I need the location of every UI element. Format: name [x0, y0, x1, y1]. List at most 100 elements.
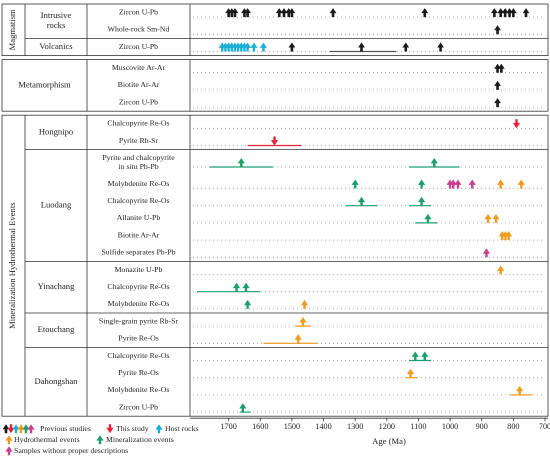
previous-study-marker — [501, 8, 509, 18]
row-marks — [494, 98, 501, 108]
mineralization-marker — [22, 424, 30, 434]
row-marks — [247, 136, 302, 147]
host-marker — [259, 42, 268, 52]
row-label: Zircon U-Pb — [119, 97, 158, 106]
row-marks — [345, 196, 432, 207]
x-tick-label: 1000 — [442, 422, 458, 431]
x-tick-label: 1100 — [410, 422, 426, 431]
previous-study-marker — [2, 424, 10, 434]
hydrothermal-marker — [294, 334, 302, 344]
group-label-line: rocks — [47, 20, 66, 30]
hydrothermal-marker — [5, 435, 13, 445]
row-label: Pyrite Re-Os — [118, 334, 159, 343]
legend-label: Host rocks — [165, 424, 199, 433]
row-label: Chalcopyrite Re-Os — [107, 119, 169, 128]
hydrothermal-marker — [492, 213, 500, 223]
previous-study-marker — [275, 8, 283, 18]
mineralization-marker — [430, 158, 438, 167]
previous-study-marker — [494, 25, 501, 35]
row-label: Molybdenite Re-Os — [108, 385, 170, 394]
group-label: Hongnipo — [39, 126, 73, 136]
row-marks — [494, 25, 501, 35]
row-marks — [218, 42, 444, 53]
host-marker — [237, 42, 245, 52]
x-tick-label: 700 — [539, 422, 550, 431]
row-label-line: in situ Pb-Pb — [118, 162, 158, 171]
row-label: Pyrite Re-Os — [118, 368, 159, 377]
group-label: Metamorphism — [18, 79, 71, 89]
section-label: Mineralization Hydrothermal Events — [7, 202, 17, 329]
previous-study-marker — [497, 8, 505, 18]
previous-study-marker — [494, 80, 501, 90]
x-tick-label: 800 — [507, 422, 519, 431]
hydrothermal-marker — [505, 231, 513, 241]
row-marks — [512, 119, 521, 129]
section-frame — [1, 3, 549, 56]
previous-study-marker — [241, 8, 248, 18]
x-tick-label: 1300 — [347, 422, 363, 431]
row-label: Zircon U-Pb — [119, 402, 158, 411]
group-label: Dahongshan — [35, 376, 79, 386]
mineralization-marker — [418, 179, 426, 189]
previous-study-marker — [288, 8, 296, 18]
group-label: Volcanics — [39, 41, 73, 51]
this-study-marker — [7, 424, 15, 434]
row-marks — [494, 63, 505, 73]
mineralization-marker — [421, 351, 429, 361]
no-desc-marker — [468, 179, 476, 189]
previous-study-marker — [280, 8, 288, 18]
previous-study-marker — [497, 63, 505, 73]
previous-study-marker — [522, 8, 530, 18]
no-desc-marker — [482, 248, 491, 258]
legend-label: Hydrothermal events — [14, 435, 80, 444]
host-marker — [244, 42, 252, 52]
host-marker — [231, 42, 239, 52]
row-marks — [405, 368, 417, 379]
host-marker — [12, 424, 20, 434]
no-desc-marker — [446, 179, 454, 189]
mineralization-marker — [351, 179, 359, 189]
row-marks — [408, 351, 432, 362]
legend-label: Mineralization events — [106, 435, 174, 444]
mineralization-marker — [242, 282, 250, 292]
row-label: Molybdenite Re-Os — [108, 299, 170, 308]
mineralization-marker — [357, 196, 366, 206]
row-label: Biotite Ar-Ar — [118, 80, 160, 89]
previous-study-marker — [437, 42, 444, 52]
previous-study-marker — [231, 8, 239, 18]
legend-label: Previous studies — [40, 424, 91, 433]
row-label: Pyrite and chalcopyrite in situ Pb-Pb — [102, 153, 175, 171]
hydrothermal-marker — [299, 317, 307, 327]
group-label: Etouchang — [38, 324, 75, 334]
host-marker — [225, 42, 233, 52]
host-marker — [234, 42, 242, 52]
row-label: Single-grain pyrite Rb-Sr — [99, 316, 179, 325]
x-tick-label: 900 — [476, 422, 488, 431]
previous-study-marker — [494, 98, 501, 108]
hydrothermal-marker — [406, 368, 415, 378]
hydrothermal-marker — [497, 179, 505, 189]
previous-study-marker — [288, 42, 296, 52]
previous-study-marker — [244, 8, 252, 18]
row-marks — [494, 80, 501, 90]
x-tick-label: 1700 — [220, 422, 236, 431]
row-marks — [498, 231, 513, 241]
legend — [2, 424, 163, 456]
previous-study-marker — [402, 42, 410, 52]
row-marks — [510, 385, 533, 396]
row-label-line: Pyrite and chalcopyrite — [102, 153, 175, 162]
section-frame — [1, 114, 549, 417]
section-label: Magmatism — [7, 9, 17, 50]
row-marks — [225, 8, 530, 18]
row-label: Muscovite Ar-Ar — [112, 63, 166, 72]
hydrothermal-marker — [497, 265, 505, 275]
x-axis-title: Age (Ma) — [372, 436, 406, 446]
no-desc-marker — [27, 424, 35, 434]
row-label: Whole-rock Sm-Nd — [108, 25, 170, 34]
row-marks — [209, 158, 460, 168]
row-label: Zircon U-Pb — [119, 7, 158, 16]
mineralization-marker — [96, 435, 104, 445]
hydrothermal-marker — [484, 213, 492, 223]
row-label: Sulfide separates Pb-Pb — [101, 248, 175, 257]
